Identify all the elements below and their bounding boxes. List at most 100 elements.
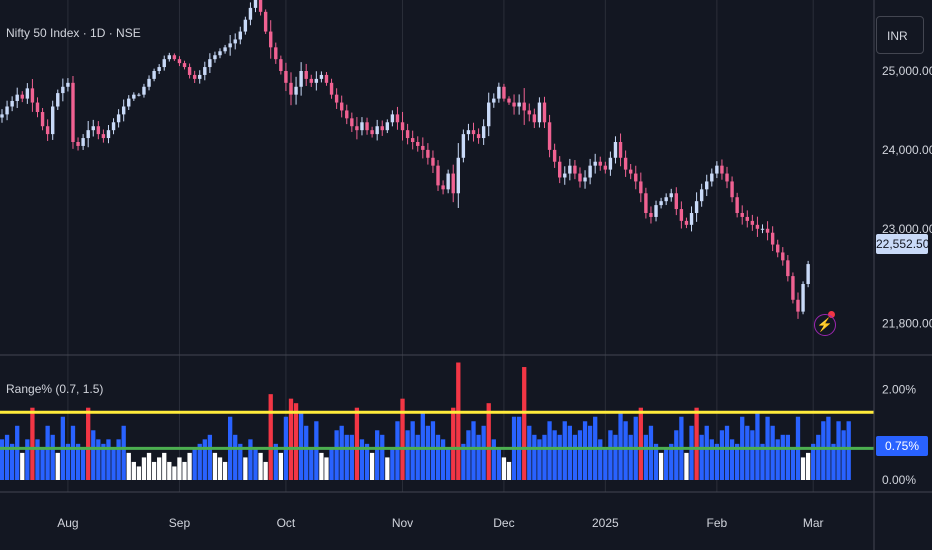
candle-body-104 [527, 110, 531, 115]
candle-body-137 [694, 201, 699, 213]
range-bar-49 [248, 439, 253, 480]
candle-body-52 [263, 11, 268, 32]
range-bar-69 [349, 434, 354, 480]
time-tick-2: Oct [277, 516, 296, 530]
range-bar-73 [369, 452, 375, 480]
threshold-lines [0, 410, 874, 450]
candle-body-97 [492, 98, 496, 103]
time-tick-4: Dec [493, 516, 514, 530]
candle-body-77 [390, 114, 395, 123]
time-tick-7: Mar [803, 516, 824, 530]
candle-body-21 [106, 130, 111, 139]
candle-body-109 [552, 149, 557, 162]
range-bar-13 [65, 443, 71, 480]
range-bar-150 [760, 443, 765, 480]
indicator-title[interactable]: Range% (0.7, 1.5) [6, 382, 104, 396]
range-bar-161 [816, 434, 821, 480]
range-bar-110 [557, 434, 562, 480]
range-bar-3 [15, 425, 20, 480]
candle-body-157 [796, 299, 800, 312]
range-bar-36 [182, 461, 187, 480]
candle-body-63 [319, 74, 324, 79]
range-bar-103 [522, 367, 527, 480]
range-bar-130 [658, 452, 664, 480]
range-bar-20 [101, 443, 106, 480]
price-tick-3: 21,800.00 [882, 316, 932, 330]
range-bar-55 [278, 452, 283, 480]
range-bar-64 [324, 457, 329, 480]
range-bar-1 [4, 434, 10, 480]
range-bar-154 [780, 434, 785, 480]
range-bar-144 [729, 439, 735, 480]
range-bar-116 [587, 425, 593, 480]
candle-body-141 [715, 165, 719, 174]
candle-body-36 [182, 63, 187, 68]
candle-body-122 [618, 142, 623, 158]
candle-body-155 [786, 260, 790, 277]
range-bar-46 [233, 434, 238, 480]
range-bar-84 [425, 425, 431, 480]
candle-body-30 [152, 71, 156, 79]
candle-body-123 [623, 157, 628, 170]
range-bar-21 [106, 439, 111, 480]
candle-body-44 [223, 47, 227, 52]
candle-body-57 [289, 82, 293, 95]
range-bar-48 [243, 457, 248, 480]
range-bar-71 [359, 439, 365, 480]
candle-body-47 [238, 31, 242, 40]
candle-body-33 [167, 55, 172, 60]
candle-body-126 [639, 181, 643, 194]
range-bar-52 [263, 461, 268, 480]
range-bar-19 [96, 439, 101, 480]
range-bar-70 [354, 407, 360, 480]
range-bars [0, 362, 851, 480]
currency-button[interactable]: INR [876, 16, 924, 54]
range-bar-118 [598, 439, 603, 480]
range-bar-8 [40, 448, 45, 480]
candle-body-116 [588, 165, 592, 178]
range-bar-136 [689, 425, 694, 480]
candle-body-28 [142, 86, 146, 95]
candle-body-78 [395, 114, 400, 123]
range-bar-100 [506, 461, 512, 480]
range-bar-72 [364, 443, 370, 480]
range-bar-148 [750, 430, 755, 480]
candle-body-64 [324, 74, 329, 83]
candle-body-56 [284, 71, 288, 83]
candle-body-134 [679, 209, 684, 221]
indicator-axis-ticks: 0.00% 2.00% [882, 383, 916, 487]
candle-body-114 [578, 173, 582, 182]
range-bar-7 [35, 439, 40, 480]
range-bar-38 [192, 448, 197, 480]
candle-body-75 [380, 126, 384, 131]
range-bar-58 [293, 403, 299, 480]
range-bar-142 [719, 430, 725, 480]
candle-body-81 [410, 138, 415, 142]
candle-body-131 [664, 197, 668, 202]
range-bar-9 [45, 425, 50, 480]
candle-body-7 [35, 102, 40, 113]
range-bar-145 [735, 443, 740, 480]
candle-body-88 [446, 173, 450, 190]
candle-body-103 [522, 102, 526, 111]
range-bar-39 [197, 443, 202, 480]
range-bar-91 [461, 443, 466, 480]
range-bar-138 [699, 434, 704, 480]
candle-body-34 [172, 55, 177, 60]
grid-lines [67, 0, 814, 492]
range-bar-5 [25, 439, 30, 480]
candle-body-135 [684, 220, 689, 225]
candle-body-53 [269, 31, 273, 48]
range-bar-124 [628, 434, 633, 480]
range-bar-63 [319, 452, 324, 480]
candle-body-70 [355, 126, 359, 131]
range-bar-165 [836, 421, 841, 480]
indicator-tick-1: 2.00% [882, 383, 916, 397]
candle-body-152 [770, 232, 775, 245]
candle-body-119 [603, 165, 608, 170]
candle-body-106 [537, 102, 542, 123]
range-bar-60 [304, 425, 309, 480]
lightning-bolt-icon[interactable]: ⚡ [814, 314, 836, 336]
